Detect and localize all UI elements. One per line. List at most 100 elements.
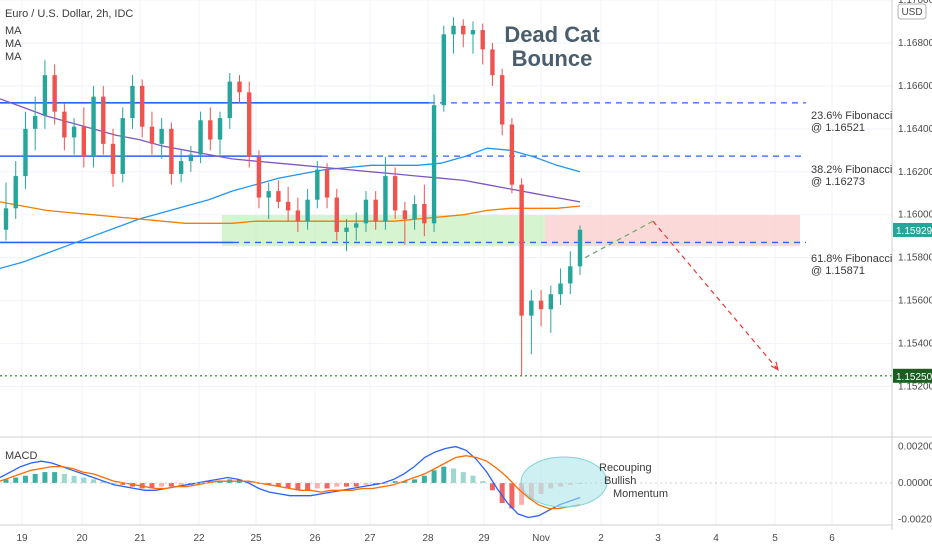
candle-body[interactable] [266,191,271,198]
candle-body[interactable] [81,126,87,157]
candle-body[interactable] [62,111,67,138]
time-tick-label: 27 [364,533,376,544]
macd-histogram-bar [295,483,301,491]
macd-histogram-bar [81,477,87,483]
time-tick-label: 6 [829,533,835,544]
time-tick-label: 3 [655,533,661,544]
candle-body[interactable] [149,126,155,144]
candle-body[interactable] [130,85,135,119]
note-momentum: Momentum [613,488,668,500]
candle-body[interactable] [431,105,437,224]
candle-body[interactable] [110,143,116,174]
candle-body[interactable] [32,115,38,129]
indicator-ma-3[interactable]: MA [5,51,22,63]
candle-body[interactable] [101,96,106,144]
candle-body[interactable] [422,204,427,224]
candle-body[interactable] [499,75,505,125]
candle-body[interactable] [480,30,485,50]
macd-title[interactable]: MACD [5,450,37,462]
candle-body[interactable] [237,81,242,93]
candle-body[interactable] [140,85,145,127]
fib-382-value: @ 1.16273 [811,176,865,188]
dead-cat-line1: Dead Cat [504,22,600,47]
candle-body[interactable] [529,300,534,316]
candle-body[interactable] [13,176,18,209]
macd-histogram-bar [305,483,311,491]
macd-momentum-note: Recouping Bullish Momentum [520,456,668,508]
candle-body[interactable] [71,126,77,138]
macd-axis: 0.00200 0.00000 -0.00200 [898,442,932,526]
macd-tick-label: 0.00000 [898,478,932,489]
macd-histogram-bar [13,477,19,483]
candle-body[interactable] [490,49,495,76]
candle-body[interactable] [256,156,262,198]
candle-body[interactable] [23,128,28,177]
candle-body[interactable] [315,169,320,200]
indicator-ma-1[interactable]: MA [5,25,22,37]
macd-histogram-bar [334,483,340,487]
candle-body[interactable] [120,118,125,174]
candle-body[interactable] [344,227,349,232]
candle-body[interactable] [295,210,301,222]
candle-body[interactable] [217,118,223,140]
candle-body[interactable] [305,199,310,222]
candle-body[interactable] [412,204,417,220]
time-tick-label: 5 [772,533,778,544]
price-tick-label: 1.16400 [898,124,932,135]
macd-histogram-bar [168,483,174,487]
candle-body[interactable] [568,266,573,284]
time-tick-label: 22 [193,533,205,544]
macd-histogram-bar [266,483,272,485]
candle-body[interactable] [276,191,281,202]
candle-body[interactable] [373,199,378,222]
symbol-title[interactable]: Euro / U.S. Dollar, 2h, IDC [5,8,133,20]
macd-histogram-bar [61,473,67,483]
candle-body[interactable] [188,154,194,162]
macd-histogram-bar [460,472,466,483]
price-tick-label: 1.15200 [898,382,932,393]
candle-body[interactable] [363,199,369,224]
candle-body[interactable] [577,229,583,267]
candle-body[interactable] [451,25,456,35]
candle-body[interactable] [519,184,524,316]
candle-body[interactable] [392,176,398,211]
time-tick-label: Nov [532,533,550,544]
candle-body[interactable] [169,128,174,174]
candle-body[interactable] [42,75,48,116]
candle-body[interactable] [470,30,476,35]
usd-badge[interactable]: USD [897,3,927,20]
candle-body[interactable] [285,201,291,211]
candle-body[interactable] [383,176,388,222]
macd-histogram-bar [451,468,457,483]
macd-histogram-bar [431,470,437,483]
macd-histogram-bar [71,475,77,483]
time-tick-label: 21 [134,533,146,544]
candle-body[interactable] [461,25,466,35]
indicator-ma-2[interactable]: MA [5,38,22,50]
candle-body[interactable] [402,210,408,220]
candle-body[interactable] [334,197,339,232]
candle-body[interactable] [208,120,213,140]
candle-body[interactable] [548,294,554,310]
note-recouping: Recouping [599,462,652,474]
macd-histogram-bar [441,466,447,483]
candle-body[interactable] [247,92,252,157]
candle-body[interactable] [441,34,446,106]
candle-body[interactable] [198,120,203,155]
time-tick-label: 20 [76,533,88,544]
candle-body[interactable] [3,208,9,230]
candle-body[interactable] [52,75,57,112]
candle-body[interactable] [558,283,563,295]
candle-body[interactable] [324,169,330,198]
candle-body[interactable] [538,300,544,310]
time-axis[interactable]: 19 20 21 22 25 26 27 28 29 Nov 2 3 4 5 6 [16,533,835,544]
candle-body[interactable] [354,223,359,228]
candle-body[interactable] [227,81,232,119]
candle-body[interactable] [178,161,184,174]
candle-body[interactable] [91,96,96,157]
macd-histogram-bar [324,483,330,489]
candle-body[interactable] [509,124,515,185]
candle-body[interactable] [159,128,164,144]
price-axis[interactable]: 1.15200 1.15400 1.15600 1.15800 1.16000 1.162… [898,0,932,393]
